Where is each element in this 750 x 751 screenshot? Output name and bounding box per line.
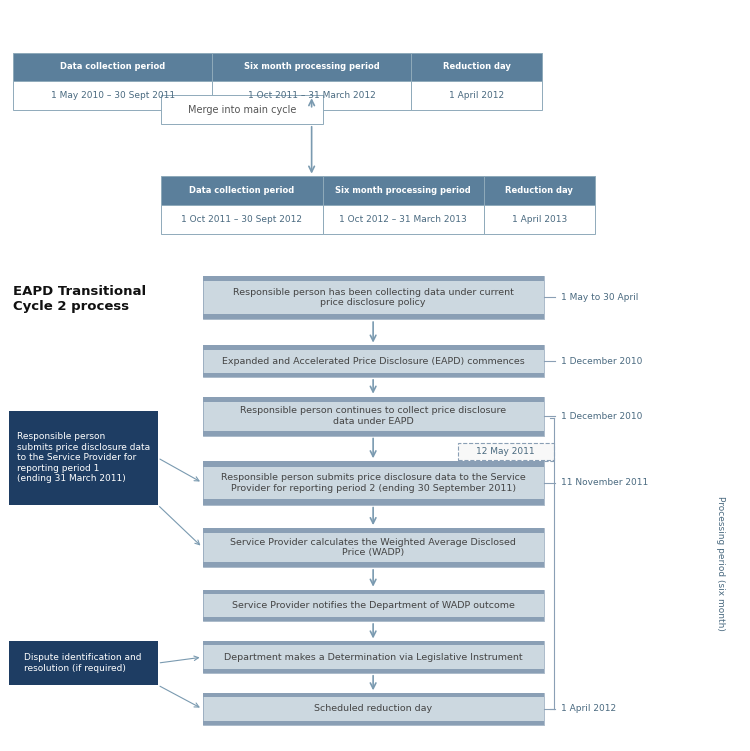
Text: 12 May 2011: 12 May 2011 bbox=[476, 447, 535, 456]
FancyBboxPatch shape bbox=[161, 176, 322, 205]
Text: 1 Oct 2012 – 31 March 2013: 1 Oct 2012 – 31 March 2013 bbox=[339, 215, 467, 224]
FancyBboxPatch shape bbox=[484, 176, 595, 205]
Text: Six month processing period: Six month processing period bbox=[335, 186, 471, 195]
FancyBboxPatch shape bbox=[202, 402, 544, 430]
Text: 1 December 2010: 1 December 2010 bbox=[561, 412, 642, 421]
FancyBboxPatch shape bbox=[161, 205, 322, 234]
FancyBboxPatch shape bbox=[202, 373, 544, 377]
FancyBboxPatch shape bbox=[202, 467, 544, 499]
FancyBboxPatch shape bbox=[212, 81, 411, 110]
FancyBboxPatch shape bbox=[202, 590, 544, 593]
Text: Dispute identification and
resolution (if required): Dispute identification and resolution (i… bbox=[25, 653, 142, 673]
Text: Data collection period: Data collection period bbox=[189, 186, 295, 195]
Text: Expanded and Accelerated Price Disclosure (EAPD) commences: Expanded and Accelerated Price Disclosur… bbox=[222, 357, 524, 366]
FancyBboxPatch shape bbox=[202, 430, 544, 436]
Text: Reduction day: Reduction day bbox=[506, 186, 573, 195]
FancyBboxPatch shape bbox=[202, 528, 544, 533]
FancyBboxPatch shape bbox=[202, 282, 544, 313]
FancyBboxPatch shape bbox=[322, 205, 484, 234]
Text: Service Provider calculates the Weighted Average Disclosed
Price (WADP): Service Provider calculates the Weighted… bbox=[230, 538, 516, 557]
Text: Service Provider notifies the Department of WADP outcome: Service Provider notifies the Department… bbox=[232, 601, 514, 610]
FancyBboxPatch shape bbox=[13, 81, 212, 110]
Text: Merge into main cycle: Merge into main cycle bbox=[188, 104, 296, 115]
FancyBboxPatch shape bbox=[202, 641, 544, 645]
FancyBboxPatch shape bbox=[322, 176, 484, 205]
Text: 11 November 2011: 11 November 2011 bbox=[561, 478, 648, 487]
FancyBboxPatch shape bbox=[161, 95, 322, 124]
FancyBboxPatch shape bbox=[202, 499, 544, 505]
Text: 1 May 2010 – 30 Sept 2011: 1 May 2010 – 30 Sept 2011 bbox=[51, 91, 175, 100]
Text: Responsible person
submits price disclosure data
to the Service Provider for
rep: Responsible person submits price disclos… bbox=[16, 433, 150, 483]
FancyBboxPatch shape bbox=[202, 697, 544, 721]
FancyBboxPatch shape bbox=[202, 721, 544, 725]
FancyBboxPatch shape bbox=[202, 313, 544, 319]
FancyBboxPatch shape bbox=[212, 53, 411, 81]
FancyBboxPatch shape bbox=[13, 53, 212, 81]
FancyBboxPatch shape bbox=[202, 593, 544, 617]
FancyBboxPatch shape bbox=[9, 641, 158, 685]
Text: 1 May to 30 April: 1 May to 30 April bbox=[561, 293, 638, 302]
Text: 1 Oct 2011 – 30 Sept 2012: 1 Oct 2011 – 30 Sept 2012 bbox=[182, 215, 302, 224]
Text: Responsible person submits price disclosure data to the Service
Provider for rep: Responsible person submits price disclos… bbox=[220, 473, 526, 493]
FancyBboxPatch shape bbox=[202, 533, 544, 562]
FancyBboxPatch shape bbox=[202, 397, 544, 402]
Text: Six month processing period: Six month processing period bbox=[244, 62, 380, 71]
FancyBboxPatch shape bbox=[202, 276, 544, 282]
Text: Data collection period: Data collection period bbox=[60, 62, 166, 71]
Text: 1 December 2010: 1 December 2010 bbox=[561, 357, 642, 366]
FancyBboxPatch shape bbox=[202, 693, 544, 697]
FancyBboxPatch shape bbox=[9, 411, 158, 505]
Text: 1 Oct 2011 – 31 March 2012: 1 Oct 2011 – 31 March 2012 bbox=[248, 91, 376, 100]
Text: Scheduled reduction day: Scheduled reduction day bbox=[314, 704, 432, 713]
FancyBboxPatch shape bbox=[202, 461, 544, 467]
Text: Department makes a Determination via Legislative Instrument: Department makes a Determination via Leg… bbox=[224, 653, 523, 662]
Text: Responsible person has been collecting data under current
price disclosure polic: Responsible person has been collecting d… bbox=[232, 288, 514, 307]
Text: Reduction day: Reduction day bbox=[442, 62, 511, 71]
Text: 1 April 2012: 1 April 2012 bbox=[449, 91, 504, 100]
FancyBboxPatch shape bbox=[202, 562, 544, 567]
FancyBboxPatch shape bbox=[411, 81, 542, 110]
FancyBboxPatch shape bbox=[411, 53, 542, 81]
Text: Responsible person continues to collect price disclosure
data under EAPD: Responsible person continues to collect … bbox=[240, 406, 506, 426]
FancyBboxPatch shape bbox=[202, 645, 544, 669]
FancyBboxPatch shape bbox=[202, 349, 544, 373]
FancyBboxPatch shape bbox=[202, 617, 544, 621]
Text: Processing period (six month): Processing period (six month) bbox=[716, 496, 724, 631]
Text: 1 April 2012: 1 April 2012 bbox=[561, 704, 616, 713]
FancyBboxPatch shape bbox=[202, 669, 544, 673]
FancyBboxPatch shape bbox=[484, 205, 595, 234]
Text: 1 April 2013: 1 April 2013 bbox=[512, 215, 567, 224]
Text: EAPD Transitional
Cycle 2 process: EAPD Transitional Cycle 2 process bbox=[13, 285, 147, 313]
FancyBboxPatch shape bbox=[202, 345, 544, 349]
FancyBboxPatch shape bbox=[458, 443, 554, 460]
